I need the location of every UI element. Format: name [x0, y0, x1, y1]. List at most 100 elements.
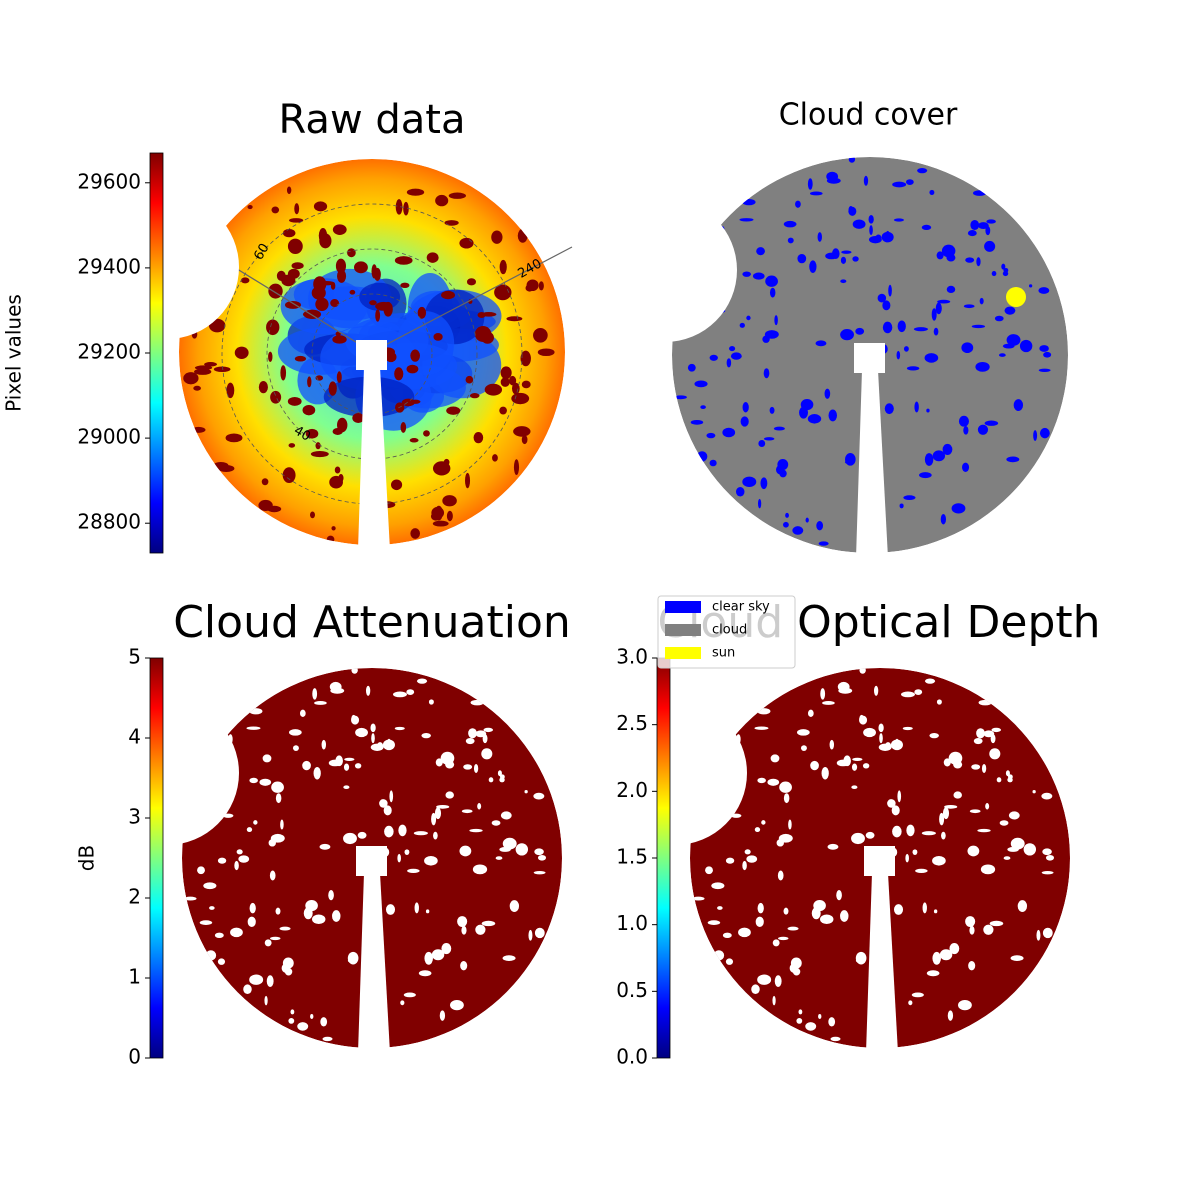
clear-spot [236, 849, 243, 855]
clear-spot [694, 380, 708, 388]
clear-spot [288, 729, 302, 736]
clear-spot [700, 405, 706, 410]
clear-spot [357, 831, 367, 839]
clear-spot [726, 358, 732, 368]
cloud-spot [315, 442, 321, 450]
colorbar-tick-label: 1.0 [616, 911, 648, 935]
clear-spot [322, 1036, 333, 1042]
cloud-spot [309, 511, 316, 519]
clear-spot [343, 785, 350, 790]
clear-spot [351, 668, 358, 674]
cloud-spot [537, 348, 555, 357]
clear-spot [1042, 848, 1052, 856]
clear-spot [477, 803, 482, 810]
clear-spot [776, 465, 785, 475]
clear-spot [903, 495, 916, 501]
clear-spot [483, 727, 494, 733]
clear-spot [203, 882, 217, 890]
clear-spot [214, 932, 224, 938]
clear-spot [413, 831, 428, 836]
chart-title: Raw data [279, 97, 466, 143]
clear-spot [943, 758, 951, 767]
clear-spot [463, 764, 473, 770]
cloud-spot [271, 206, 280, 214]
chart-title: Cloud Attenuation [173, 597, 571, 648]
clear-spot [795, 200, 801, 208]
cloud-spot [499, 406, 507, 415]
cloud-spot [521, 380, 531, 389]
cloud-spot [446, 406, 461, 415]
clear-spot [755, 916, 764, 927]
clear-spot [937, 299, 951, 304]
clear-spot [199, 920, 213, 926]
mast-head [854, 343, 885, 373]
clear-spot [865, 831, 875, 839]
clear-spot [758, 498, 762, 509]
colorbar-tick-label: 3 [128, 805, 141, 829]
mast [856, 370, 888, 558]
clear-spot [329, 681, 342, 692]
clear-spot [376, 742, 384, 751]
mast-head [864, 846, 895, 876]
clear-spot [431, 812, 437, 826]
occlusion [603, 701, 747, 845]
clear-spot [742, 271, 751, 277]
colorbar-tick-label: 2.5 [616, 711, 648, 735]
cloud-spot [469, 393, 480, 399]
clear-spot [891, 805, 900, 816]
cloud-spot [406, 364, 419, 374]
polar-label: 60 [251, 241, 272, 263]
cloud-spot [294, 203, 300, 215]
clear-spot [900, 691, 915, 698]
clear-spot [249, 902, 256, 914]
cloud-spot [204, 362, 217, 367]
clear-spot [403, 992, 416, 998]
clear-spot [314, 701, 327, 705]
clear-spot [905, 179, 914, 185]
cloud-spot [240, 277, 250, 284]
clear-spot [1041, 870, 1054, 875]
clear-spot [810, 760, 819, 771]
colorbar-tick-label: 1 [128, 965, 141, 989]
legend-swatch [665, 647, 701, 659]
clear-spot [977, 222, 989, 229]
clear-spot [1036, 929, 1041, 941]
cloud-spot [477, 311, 486, 319]
clear-spot [851, 763, 858, 771]
clear-spot [986, 219, 996, 224]
clear-spot [268, 839, 276, 847]
cloud-spot [218, 465, 235, 473]
clear-spot [817, 232, 822, 242]
clear-spot [848, 206, 854, 214]
cloud-spot [313, 276, 327, 292]
clear-spot [1043, 351, 1052, 358]
clear-spot [752, 272, 765, 280]
clear-spot [754, 726, 769, 730]
clear-spot [926, 970, 940, 977]
clear-spot [371, 733, 375, 744]
clear-spot [882, 300, 891, 311]
chart-title: Cloud cover [779, 98, 958, 133]
clear-spot [896, 350, 901, 360]
clear-spot [798, 1009, 803, 1015]
cloud-spot [459, 237, 474, 249]
clear-spot [1013, 399, 1024, 411]
clear-spot [1017, 900, 1028, 912]
clear-spot [502, 955, 516, 961]
clear-spot [991, 727, 1002, 733]
clear-spot [1023, 843, 1037, 856]
cloud-spot [329, 475, 343, 489]
clear-spot [312, 688, 318, 700]
clear-spot [770, 754, 780, 763]
cloud-spot [499, 259, 507, 275]
clear-spot [946, 285, 956, 294]
polar-grid [221, 203, 523, 505]
clear-spot [800, 398, 814, 411]
clear-spot [379, 799, 388, 808]
clear-spot [253, 820, 258, 825]
clear-spot [292, 745, 299, 751]
cloud-spot [280, 365, 287, 381]
clear-spot [418, 970, 432, 977]
clear-spot [785, 512, 789, 518]
clear-spot [877, 293, 887, 303]
